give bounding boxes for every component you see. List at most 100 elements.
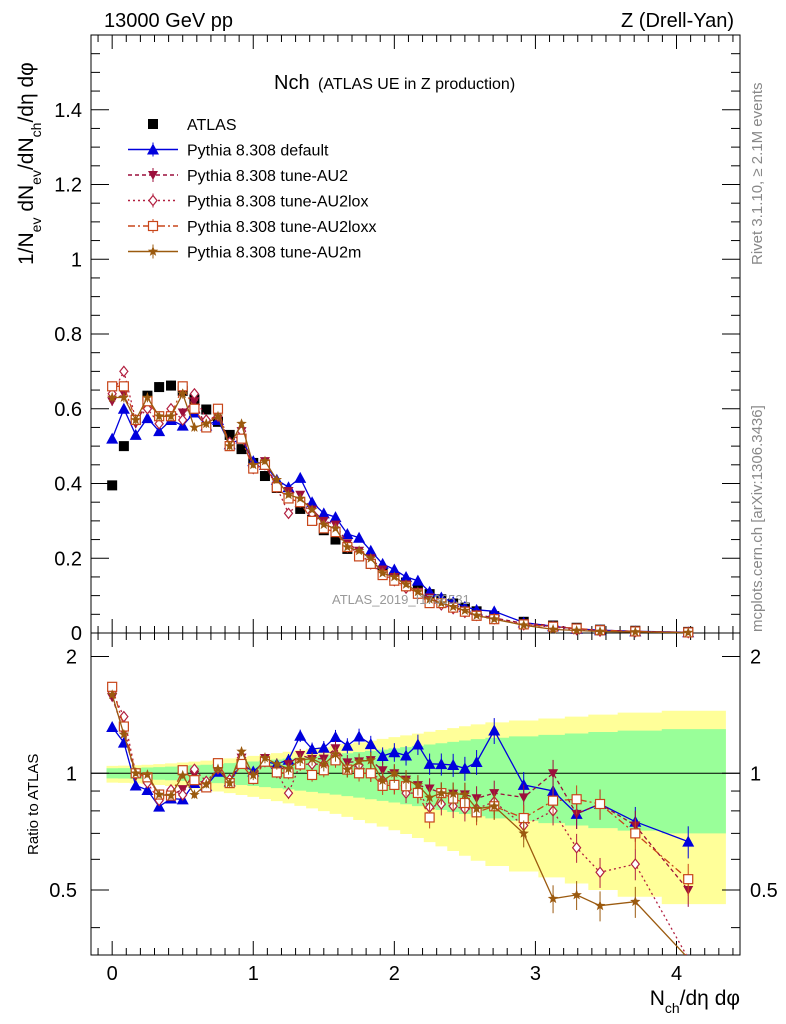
x-tick-label: 2: [389, 963, 400, 985]
ratio-point: [547, 893, 559, 904]
ratio-point: [130, 767, 141, 778]
data-point: [341, 527, 354, 539]
ratio-tick-label: 1: [66, 763, 77, 785]
data-point: [306, 496, 319, 508]
x-tick-label: 3: [530, 963, 541, 985]
data-point: [119, 365, 129, 378]
legend: ATLAS Pythia 8.308 default Pythia 8.308 tu…: [128, 117, 376, 262]
ratio-point: [595, 866, 605, 879]
ratio-point: [106, 720, 119, 732]
ratio-point: [571, 889, 582, 900]
data-point: [177, 388, 188, 399]
data-point: [489, 613, 500, 624]
data-point: [342, 541, 353, 552]
y-tick-label: 0: [71, 623, 82, 645]
ratio-series: [106, 681, 695, 955]
data-point: [141, 412, 154, 424]
data-point: [411, 574, 424, 586]
y-tick-label: 0.6: [54, 399, 82, 421]
data-point: [365, 552, 376, 563]
ratio-point: [682, 835, 695, 847]
data-point: [189, 421, 200, 432]
y-tick-label: 0.4: [54, 474, 82, 496]
ratio-point: [424, 792, 435, 803]
y-tick-label: 1.2: [54, 175, 82, 197]
x-tick-label: 1: [248, 963, 259, 985]
data-point: [329, 511, 342, 523]
ratio-point: [259, 752, 271, 763]
legend-marker: [147, 143, 159, 155]
data-point: [388, 563, 401, 575]
data-point: [177, 408, 188, 418]
ratio-series-pythia-8-308-tune-au2m: [106, 689, 687, 955]
data-point: [201, 418, 212, 429]
ratio-point: [377, 775, 388, 785]
x-axis-label: Nch/dη dφ: [650, 987, 740, 1016]
data-point: [142, 392, 153, 402]
data-point: [236, 418, 247, 429]
ratio-point: [106, 689, 118, 700]
ratio-point: [470, 756, 483, 768]
ratio-point: [488, 724, 501, 736]
legend-marker: [147, 246, 159, 256]
ratio-point: [142, 769, 153, 780]
data-point: [283, 507, 294, 520]
data-point: [189, 403, 200, 414]
legend-item: Pythia 8.308 tune-AU2m: [128, 244, 361, 262]
legend-item: ATLAS: [148, 117, 237, 134]
main-series: [106, 365, 695, 639]
data-point: [236, 444, 247, 455]
ratio-point: [447, 758, 460, 770]
ratio-point: [165, 790, 177, 800]
ratio-point: [330, 748, 341, 759]
ratio-tick-label-right: 1: [750, 763, 761, 785]
ratio-point: [571, 794, 582, 805]
ratio-point: [630, 828, 641, 839]
ratio-point: [353, 730, 366, 742]
ratio-point: [329, 731, 342, 743]
ratio-point: [683, 874, 694, 885]
data-point: [130, 414, 141, 425]
ratio-point: [594, 900, 606, 911]
data-point: [488, 605, 501, 617]
ratio-point: [459, 788, 471, 799]
legend-item: Pythia 8.308 tune-AU2: [128, 168, 348, 185]
ratio-point: [177, 788, 188, 801]
ratio-point: [141, 784, 154, 796]
ratio-point: [377, 766, 388, 776]
data-point: [295, 493, 306, 503]
ratio-point: [353, 755, 365, 766]
legend-label: Pythia 8.308 tune-AU2loxx: [187, 219, 376, 236]
data-point: [436, 597, 447, 608]
data-point: [107, 480, 118, 491]
data-point: [189, 387, 200, 400]
ratio-point: [129, 779, 142, 791]
legend-label: Pythia 8.308 tune-AU2: [187, 168, 348, 185]
ratio-point: [118, 728, 130, 739]
legend-marker: [147, 220, 159, 232]
legend-label: Pythia 8.308 tune-AU2m: [187, 245, 361, 262]
ratio-point: [306, 743, 319, 755]
ratio-point: [571, 809, 582, 819]
ratio-point: [547, 795, 559, 806]
data-point: [518, 619, 529, 630]
legend-marker: [148, 119, 158, 129]
ratio-point: [517, 778, 530, 790]
ratio-point: [342, 764, 353, 774]
legend-item: Pythia 8.308 tune-AU2loxx: [128, 219, 376, 236]
ratio-point: [489, 800, 500, 811]
ratio-y-axis-label: Ratio to ATLAS: [25, 754, 42, 855]
ratio-point: [353, 768, 365, 779]
data-point: [571, 625, 582, 635]
ratio-point: [271, 758, 282, 769]
data-point: [317, 507, 330, 519]
data-point: [412, 586, 424, 597]
ratio-point: [224, 777, 235, 788]
ratio-point: [436, 787, 447, 798]
header-process: Z (Drell-Yan): [621, 10, 734, 32]
ratio-uncertainty-bands: [106, 710, 726, 905]
legend-label: Pythia 8.308 tune-AU2lox: [187, 194, 368, 211]
ratio-plot-frame: [90, 632, 741, 956]
data-point: [459, 605, 471, 615]
